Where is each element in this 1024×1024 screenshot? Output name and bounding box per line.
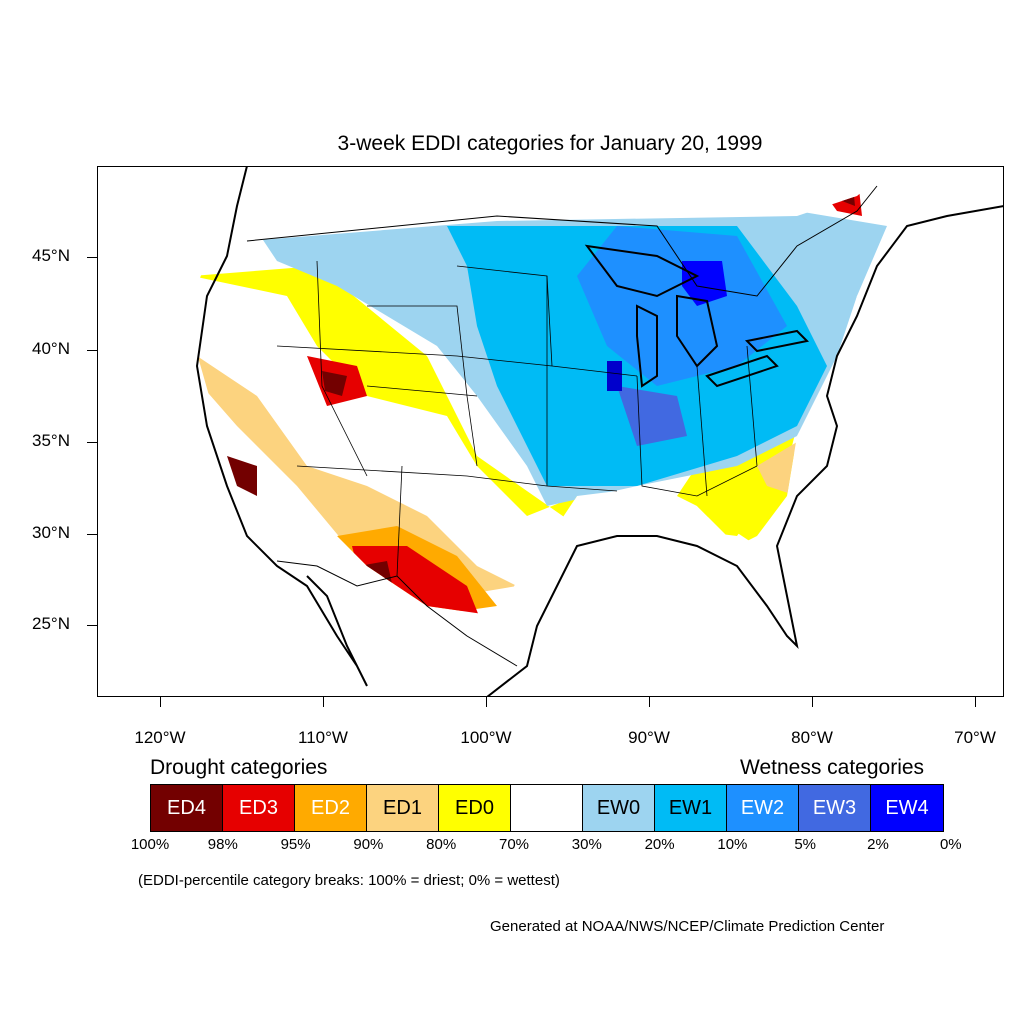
break-label: 98% — [207, 836, 238, 853]
drought-categories-heading: Drought categories — [150, 756, 328, 779]
legend-box-ed2: ED2 — [295, 785, 367, 831]
legend-box-ew1: EW1 — [655, 785, 727, 831]
lat-label-35: 35°N — [32, 431, 70, 450]
break-label: 90% — [353, 836, 384, 853]
category-note: (EDDI-percentile category breaks: 100% =… — [138, 872, 560, 889]
map-title: 3-week EDDI categories for January 20, 1… — [337, 132, 763, 155]
lon-label-100: 100°W — [460, 728, 512, 747]
break-label: 5% — [794, 836, 817, 853]
wetness-categories-heading: Wetness categories — [740, 756, 925, 779]
legend-box-ed3: ED3 — [223, 785, 295, 831]
lat-tick-45 — [87, 257, 97, 258]
legend-box-ed1: ED1 — [367, 785, 439, 831]
break-label: 95% — [280, 836, 311, 853]
lat-label-25: 25°N — [32, 614, 70, 633]
ew4-region — [682, 261, 727, 306]
map-frame — [97, 166, 1004, 697]
category-legend: ED4 ED3 ED2 ED1 ED0 EW0 EW1 EW2 EW3 EW4 — [150, 784, 944, 832]
ed0-region-west — [192, 266, 797, 536]
legend-box-ed4: ED4 — [151, 785, 223, 831]
lon-label-120: 120°W — [134, 728, 186, 747]
break-label: 80% — [426, 836, 457, 853]
lon-tick-70 — [975, 697, 976, 707]
lon-tick-90 — [649, 697, 650, 707]
state-borders — [276, 260, 758, 577]
coastline — [195, 166, 1004, 697]
lat-label-30: 30°N — [32, 523, 70, 542]
lat-tick-25 — [87, 625, 97, 626]
credit-line: Generated at NOAA/NWS/NCEP/Climate Predi… — [490, 918, 885, 935]
ed3-region-california — [227, 456, 257, 496]
ed4-region-utah — [322, 371, 347, 396]
break-label: 70% — [498, 836, 530, 853]
legend-box-ed0: ED0 — [439, 785, 511, 831]
legend-box-ew3: EW3 — [799, 785, 871, 831]
canada-border — [246, 185, 878, 297]
lon-tick-110 — [323, 697, 324, 707]
break-label: 10% — [717, 836, 748, 853]
break-label: 30% — [571, 836, 602, 853]
lon-tick-120 — [160, 697, 161, 707]
break-label: 100% — [130, 836, 170, 853]
eddi-map — [97, 166, 1004, 697]
ed1-region — [197, 356, 517, 596]
break-label: 20% — [644, 836, 675, 853]
ew3-region — [617, 386, 687, 446]
legend-box-ew4: EW4 — [871, 785, 943, 831]
lon-tick-80 — [812, 697, 813, 707]
lat-label-40: 40°N — [32, 339, 70, 358]
ew4-region-il — [607, 361, 622, 391]
lat-tick-40 — [87, 350, 97, 351]
ew2-region — [577, 226, 787, 386]
great-lakes — [584, 244, 810, 388]
break-label: 2% — [867, 836, 889, 853]
lon-label-110: 110°W — [298, 728, 348, 747]
lon-label-80: 80°W — [791, 728, 833, 747]
legend-box-ew0: EW0 — [583, 785, 655, 831]
legend-box-ew2: EW2 — [727, 785, 799, 831]
lat-label-45: 45°N — [32, 246, 70, 265]
legend-box-normal — [511, 785, 583, 831]
break-label: 0% — [939, 836, 962, 853]
lon-tick-100 — [486, 697, 487, 707]
lon-label-70: 70°W — [954, 728, 996, 747]
lat-tick-35 — [87, 442, 97, 443]
lat-tick-30 — [87, 534, 97, 535]
lon-label-90: 90°W — [628, 728, 670, 747]
